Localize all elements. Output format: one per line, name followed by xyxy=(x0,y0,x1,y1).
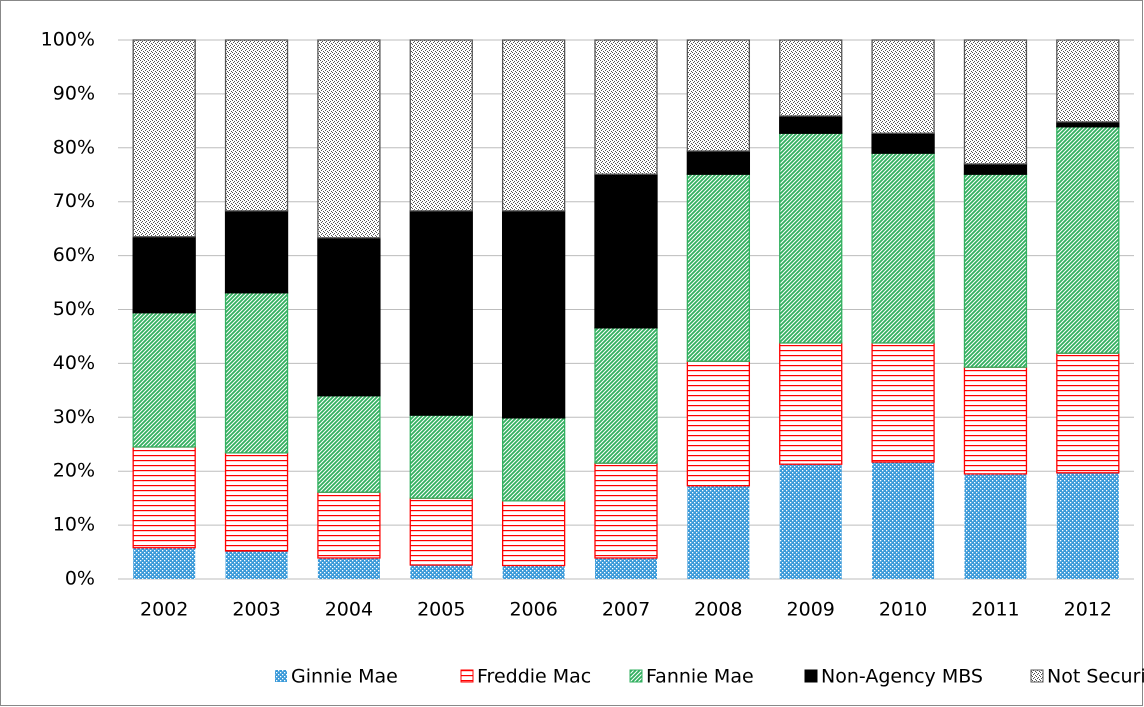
bar-segment xyxy=(132,236,196,314)
bar-segment xyxy=(409,414,473,499)
bar-segment xyxy=(501,39,566,212)
bar-segment xyxy=(317,237,381,397)
x-tick-label: 2004 xyxy=(325,599,373,621)
legend-label: Non-Agency MBS xyxy=(821,666,983,688)
bar-segment xyxy=(687,485,750,579)
bar-segment xyxy=(501,500,566,567)
bar-segment xyxy=(686,150,751,175)
bar-segment xyxy=(779,132,843,344)
x-tick-label: 2012 xyxy=(1064,599,1112,621)
y-tick-label: 90% xyxy=(53,82,95,104)
bar-segment xyxy=(1056,121,1120,128)
bar-segment xyxy=(871,39,935,134)
bar-segment xyxy=(595,557,657,579)
bar-segment xyxy=(594,173,658,329)
bar-segment xyxy=(409,39,473,212)
x-tick-label: 2002 xyxy=(140,599,188,621)
bar-segment xyxy=(963,173,1028,368)
x-tick-label: 2007 xyxy=(602,599,650,621)
bar-segment xyxy=(133,547,196,579)
bar-segment xyxy=(224,452,289,552)
bar-segment xyxy=(410,564,473,579)
bar-segment xyxy=(963,366,1028,475)
legend-label: Fannie Mae xyxy=(646,666,754,688)
bar-segment xyxy=(224,39,289,212)
bar-segment xyxy=(964,473,1027,579)
x-tick-label: 2009 xyxy=(787,599,835,621)
bar-segment xyxy=(779,39,843,117)
bar-segment xyxy=(1056,352,1120,474)
x-tick-label: 2011 xyxy=(971,599,1019,621)
y-tick-label: 10% xyxy=(53,514,95,536)
legend-label: Ginnie Mae xyxy=(291,666,398,688)
y-tick-label: 70% xyxy=(53,190,95,212)
bar-segment xyxy=(594,327,658,464)
bar-segment xyxy=(594,39,658,175)
bar-segment xyxy=(779,464,842,579)
bar-segment xyxy=(502,565,565,579)
bar-segment xyxy=(871,342,935,463)
bar-segment xyxy=(594,462,658,559)
bar-segment xyxy=(225,550,288,579)
y-tick-label: 30% xyxy=(53,406,95,428)
bar-segment xyxy=(779,115,843,134)
x-tick-label: 2006 xyxy=(509,599,557,621)
x-tick-label: 2005 xyxy=(417,599,465,621)
bar-segment xyxy=(779,342,843,465)
x-tick-label: 2010 xyxy=(879,599,927,621)
bar-segment xyxy=(871,152,935,344)
bar-segment xyxy=(963,163,1028,175)
bar-segment xyxy=(132,312,196,448)
bar-segment xyxy=(686,39,751,152)
bar-segment xyxy=(963,39,1028,165)
bar-segment xyxy=(409,497,473,566)
x-tick-label: 2008 xyxy=(694,599,742,621)
bar-segment xyxy=(224,292,289,454)
y-tick-label: 20% xyxy=(53,460,95,482)
legend-swatch xyxy=(460,669,474,683)
legend-swatch xyxy=(1030,669,1044,683)
y-tick-label: 40% xyxy=(53,352,95,374)
bar-segment xyxy=(317,395,381,493)
bar-segment xyxy=(1056,126,1120,354)
legend-swatch xyxy=(275,670,287,682)
y-tick-label: 50% xyxy=(53,298,95,320)
bar-segment xyxy=(132,39,196,238)
legend-swatch xyxy=(804,669,818,683)
bar-segment xyxy=(501,210,566,419)
bar-segment xyxy=(872,462,935,579)
legend-swatch xyxy=(629,669,643,683)
y-tick-label: 100% xyxy=(41,29,95,51)
bar-segment xyxy=(317,491,381,559)
legend-label: Not Securitized xyxy=(1047,666,1144,688)
bar-segment xyxy=(871,132,935,154)
bar-segment xyxy=(224,210,289,294)
bar-segment xyxy=(686,360,751,487)
bar-segment xyxy=(1056,472,1119,579)
x-tick-label: 2003 xyxy=(232,599,280,621)
bar-segment xyxy=(501,417,566,502)
y-tick-label: 80% xyxy=(53,136,95,158)
bar-segment xyxy=(409,210,473,416)
bar-segment xyxy=(686,173,751,362)
bar-segment xyxy=(317,557,380,579)
y-tick-label: 60% xyxy=(53,244,95,266)
y-tick-label: 0% xyxy=(65,568,95,590)
bar-segment xyxy=(132,446,196,549)
bar-segment xyxy=(317,39,381,239)
legend-label: Freddie Mac xyxy=(477,666,591,688)
bar-segment xyxy=(1056,39,1120,123)
